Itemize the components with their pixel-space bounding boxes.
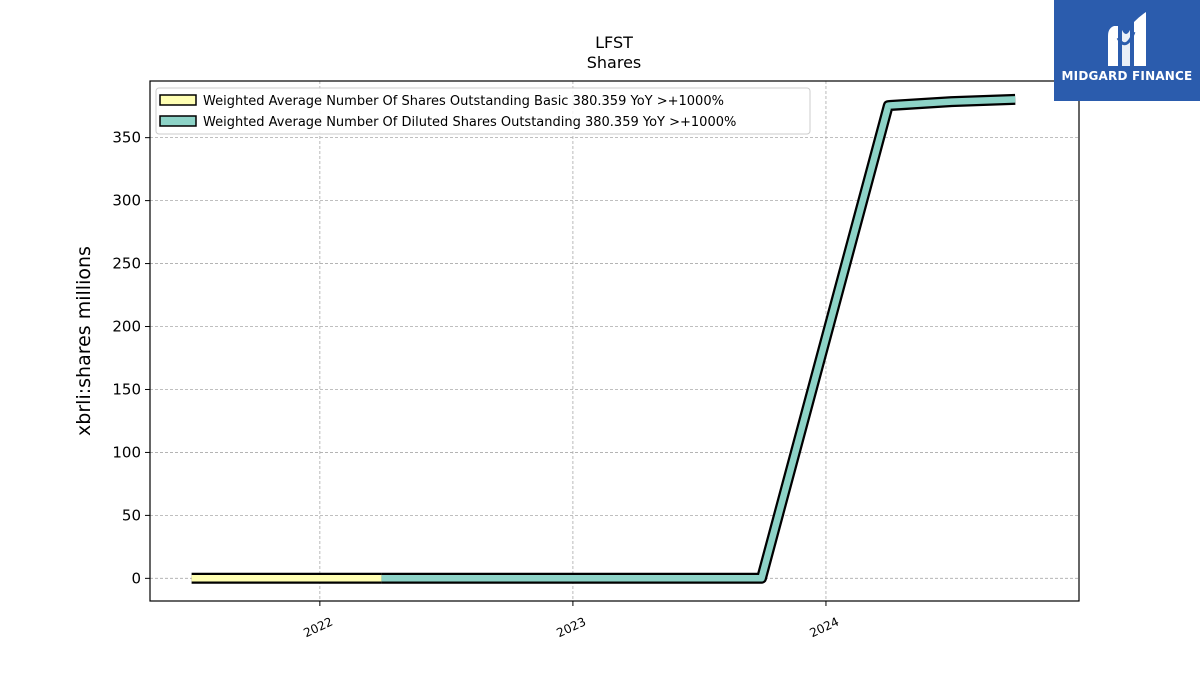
midgard-logo-icon xyxy=(1108,12,1146,66)
grid xyxy=(150,81,1079,601)
x-axis: 2022 2023 2024 xyxy=(301,601,841,640)
y-tick-label: 300 xyxy=(112,192,141,210)
legend-label-2: Weighted Average Number Of Diluted Share… xyxy=(203,115,736,130)
y-axis-label: xbrli:shares millions xyxy=(73,246,95,436)
y-tick-label: 150 xyxy=(112,380,141,398)
logo-text: MIDGARD FINANCE xyxy=(1061,69,1193,83)
series-2-outline xyxy=(381,93,1016,584)
y-tick-label: 50 xyxy=(122,506,141,524)
y-tick-label: 250 xyxy=(112,255,141,273)
chart-subtitle: Shares xyxy=(587,53,642,72)
y-tick-label: 100 xyxy=(112,443,141,461)
y-axis: 0 50 100 150 200 250 300 350 xyxy=(112,129,150,587)
legend-swatch-1 xyxy=(159,94,197,106)
series-2-line xyxy=(381,96,1016,582)
plot-frame xyxy=(149,80,1080,602)
y-tick-label: 350 xyxy=(112,129,141,147)
legend: Weighted Average Number Of Shares Outsta… xyxy=(155,87,811,135)
legend-label-1: Weighted Average Number Of Shares Outsta… xyxy=(203,94,724,109)
brand-logo: MIDGARD FINANCE xyxy=(1054,0,1200,101)
x-tick-label: 2023 xyxy=(554,615,588,641)
legend-box xyxy=(155,87,811,135)
chart-title: LFST xyxy=(595,33,633,52)
y-tick-label: 0 xyxy=(131,569,141,587)
y-tick-label: 200 xyxy=(112,318,141,336)
x-tick-label: 2022 xyxy=(301,615,335,641)
x-tick-label: 2024 xyxy=(807,615,841,641)
legend-swatch-2 xyxy=(159,115,197,127)
series-layer xyxy=(191,93,1016,584)
